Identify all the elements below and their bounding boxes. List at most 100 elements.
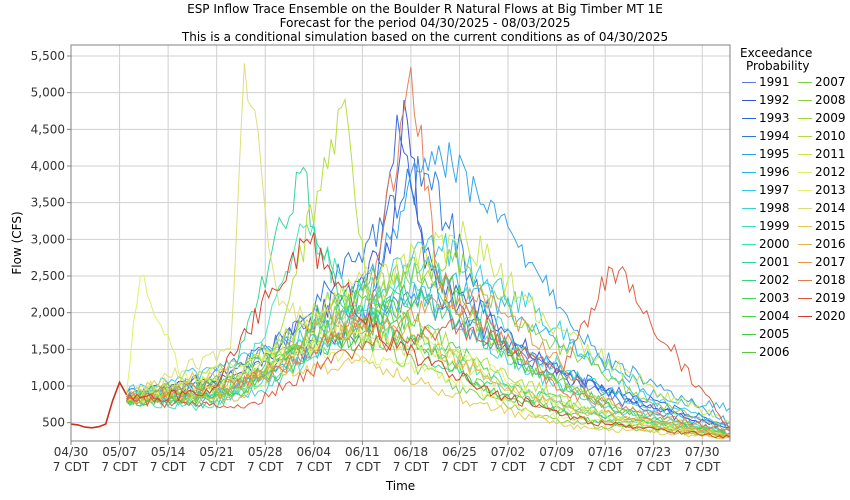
series-line-2007 (126, 323, 731, 439)
legend-item-1993: 1993 (742, 112, 790, 125)
legend-item-1995: 1995 (742, 148, 790, 161)
legend-item-2000: 2000 (742, 238, 790, 251)
legend-item-2020: 2020 (798, 310, 846, 323)
legend-item-1991: 1991 (742, 76, 790, 89)
series-line-2013 (126, 321, 731, 439)
chart-subtitle-conditions: This is a conditional simulation based o… (181, 30, 669, 44)
legend-label: 2005 (759, 327, 790, 341)
x-tick-sublabel: 7 CDT (296, 460, 333, 474)
series-line-1997 (126, 233, 731, 430)
legend-swatch (742, 118, 756, 119)
legend-item-2014: 2014 (798, 202, 846, 215)
legend-subtitle: Probability (746, 59, 810, 73)
legend-label: 2006 (759, 345, 790, 359)
legend-item-2003: 2003 (742, 292, 790, 305)
series-line-2011 (126, 220, 731, 424)
legend-label: 2001 (759, 255, 790, 269)
legend-item-2001: 2001 (742, 256, 790, 269)
legend-item-2013: 2013 (798, 184, 846, 197)
legend-item-2011: 2011 (798, 148, 846, 161)
legend-item-2010: 2010 (798, 130, 846, 143)
plot-frame (70, 44, 731, 442)
x-tick-sublabel: 7 CDT (150, 460, 187, 474)
legend-swatch (798, 136, 812, 137)
legend-swatch (742, 82, 756, 83)
legend-label: 2014 (815, 201, 846, 215)
legend-swatch (742, 334, 756, 335)
legend-item-1992: 1992 (742, 94, 790, 107)
legend-swatch (798, 280, 812, 281)
legend-label: 2000 (759, 237, 790, 251)
legend-label: 1997 (759, 183, 790, 197)
x-tick-sublabel: 7 CDT (684, 460, 721, 474)
legend-label: 1998 (759, 201, 790, 215)
legend-item-2002: 2002 (742, 274, 790, 287)
y-tick-label: 3,500 (31, 196, 65, 210)
series-line-1999 (126, 257, 731, 435)
legend-swatch (742, 316, 756, 317)
x-tick-sublabel: 7 CDT (587, 460, 624, 474)
y-tick-label: 4,000 (31, 159, 65, 173)
legend-swatch (742, 226, 756, 227)
x-tick-label: 04/30 (54, 445, 89, 459)
series-line-2018 (126, 66, 731, 433)
legend-item-2019: 2019 (798, 292, 846, 305)
legend-label: 2011 (815, 147, 846, 161)
x-tick-sublabel: 7 CDT (101, 460, 138, 474)
legend-swatch (798, 316, 812, 317)
y-tick-label: 4,500 (31, 122, 65, 136)
series-line-2015 (126, 355, 731, 440)
x-tick-label: 05/21 (199, 445, 234, 459)
x-axis-label: Time (385, 479, 415, 493)
series-line-2010 (126, 97, 731, 437)
series-line-2020 (126, 232, 731, 439)
legend-label: 1995 (759, 147, 790, 161)
legend-label: 2004 (759, 309, 790, 323)
x-tick-label: 06/04 (296, 445, 331, 459)
x-tick-sublabel: 7 CDT (635, 460, 672, 474)
legend-item-2005: 2005 (742, 328, 790, 341)
legend-label: 2015 (815, 219, 846, 233)
legend-swatch (798, 154, 812, 155)
legend-swatch (742, 190, 756, 191)
legend-label: 2018 (815, 273, 846, 287)
legend-label: 2016 (815, 237, 846, 251)
legend-swatch (742, 262, 756, 263)
legend-item-1999: 1999 (742, 220, 790, 233)
legend-swatch (798, 226, 812, 227)
y-tick-label: 3,000 (31, 232, 65, 246)
axes: 500 1,000 1,500 2,000 2,500 3,000 3,500 4,000 4,… (10, 44, 731, 493)
legend-label: 2012 (815, 165, 846, 179)
series-line-2017 (126, 286, 731, 437)
legend-label: 1994 (759, 129, 790, 143)
legend-swatch (798, 100, 812, 101)
observed-lead-in-line (70, 380, 128, 429)
series-line-2008 (126, 248, 731, 431)
legend-label: 2009 (815, 111, 846, 125)
legend-item-2015: 2015 (798, 220, 846, 233)
legend-label: 2008 (815, 93, 846, 107)
legend-item-1997: 1997 (742, 184, 790, 197)
x-tick-sublabel: 7 CDT (53, 460, 90, 474)
y-tick-label: 5,500 (31, 49, 65, 63)
legend-label: 2013 (815, 183, 846, 197)
legend-swatch (742, 136, 756, 137)
x-tick-label: 06/25 (442, 445, 477, 459)
legend-item-2018: 2018 (798, 274, 846, 287)
legend-label: 1993 (759, 111, 790, 125)
series-line-1994 (126, 155, 731, 435)
legend-item-2006: 2006 (742, 346, 790, 359)
legend-item-1998: 1998 (742, 202, 790, 215)
legend-item-1996: 1996 (742, 166, 790, 179)
y-tick-label: 500 (42, 416, 65, 430)
x-tick-label: 06/11 (345, 445, 380, 459)
legend-item-2007: 2007 (798, 76, 846, 89)
x-tick-label: 05/28 (248, 445, 283, 459)
x-tick-label: 07/30 (685, 445, 720, 459)
legend-label: 2019 (815, 291, 846, 305)
y-tick-label: 1,000 (31, 379, 65, 393)
legend-swatch (742, 172, 756, 173)
legend-swatch (798, 244, 812, 245)
series-line-2003 (126, 289, 730, 437)
